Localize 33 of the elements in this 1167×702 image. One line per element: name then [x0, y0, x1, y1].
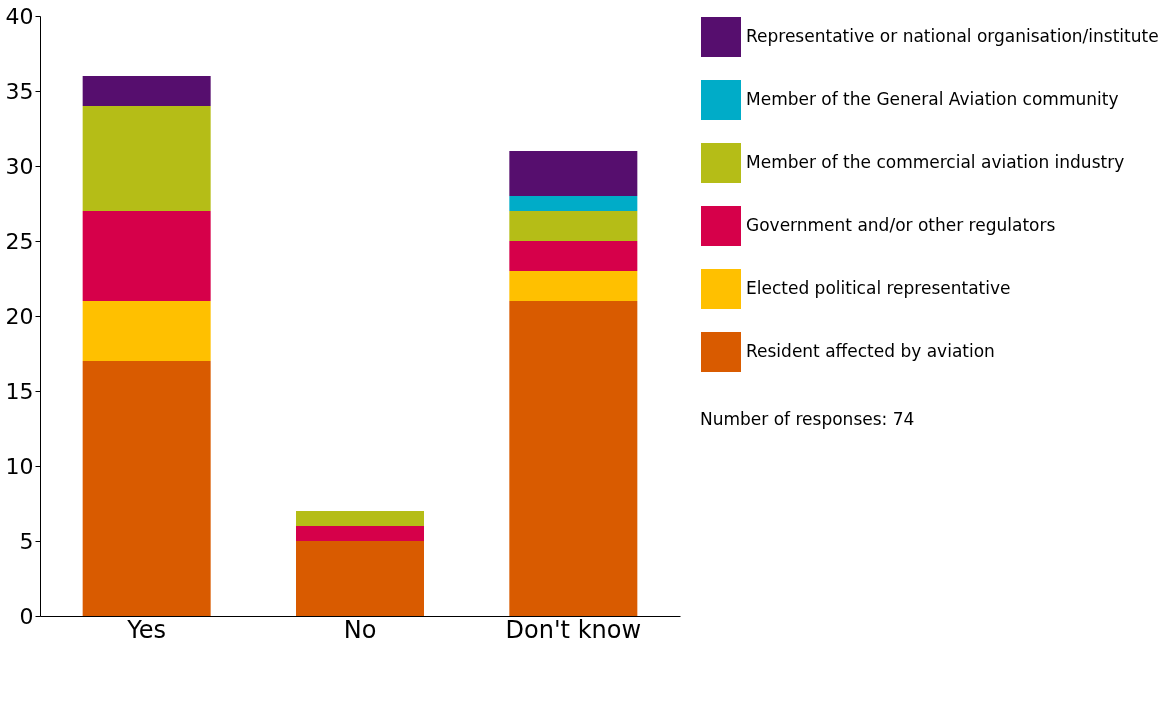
text: Number of responses: 74	[700, 409, 915, 429]
bar	[82, 361, 211, 616]
bar	[509, 301, 638, 616]
y-tick-label: 25	[5, 228, 34, 254]
bar	[82, 106, 211, 211]
y-tick-label: 35	[5, 78, 34, 104]
bar	[82, 76, 211, 106]
y-tick-label: 10	[5, 453, 34, 479]
x-tick-label: No	[343, 615, 377, 644]
x-tick-label: Don't know	[505, 615, 642, 644]
y-tick-label: 15	[5, 378, 34, 404]
y-tick-label: 30	[5, 153, 34, 179]
bar	[296, 541, 424, 616]
y-tick-label: 0	[19, 603, 34, 629]
legend-label: Member of the commercial aviation industry	[746, 152, 1125, 172]
legend-label: Resident affected by aviation	[746, 341, 995, 361]
bar	[82, 211, 211, 301]
y-tick-label: 5	[19, 528, 34, 554]
bar	[296, 526, 424, 541]
y-tick-label: 40	[5, 3, 34, 29]
bar	[509, 211, 638, 241]
x-tick-label: Yes	[126, 615, 167, 644]
bar	[509, 271, 638, 301]
bar	[296, 511, 424, 526]
bar	[509, 241, 638, 271]
y-tick-label: 20	[5, 303, 34, 329]
bar	[509, 151, 638, 196]
bar	[509, 196, 638, 211]
bar	[82, 301, 211, 361]
legend-label: Representative or national organisation/institute	[746, 26, 1159, 46]
legend-label: Elected political representative	[746, 278, 1011, 298]
legend-label: Member of the General Aviation community	[746, 89, 1119, 109]
legend-label: Government and/or other regulators	[746, 215, 1056, 235]
